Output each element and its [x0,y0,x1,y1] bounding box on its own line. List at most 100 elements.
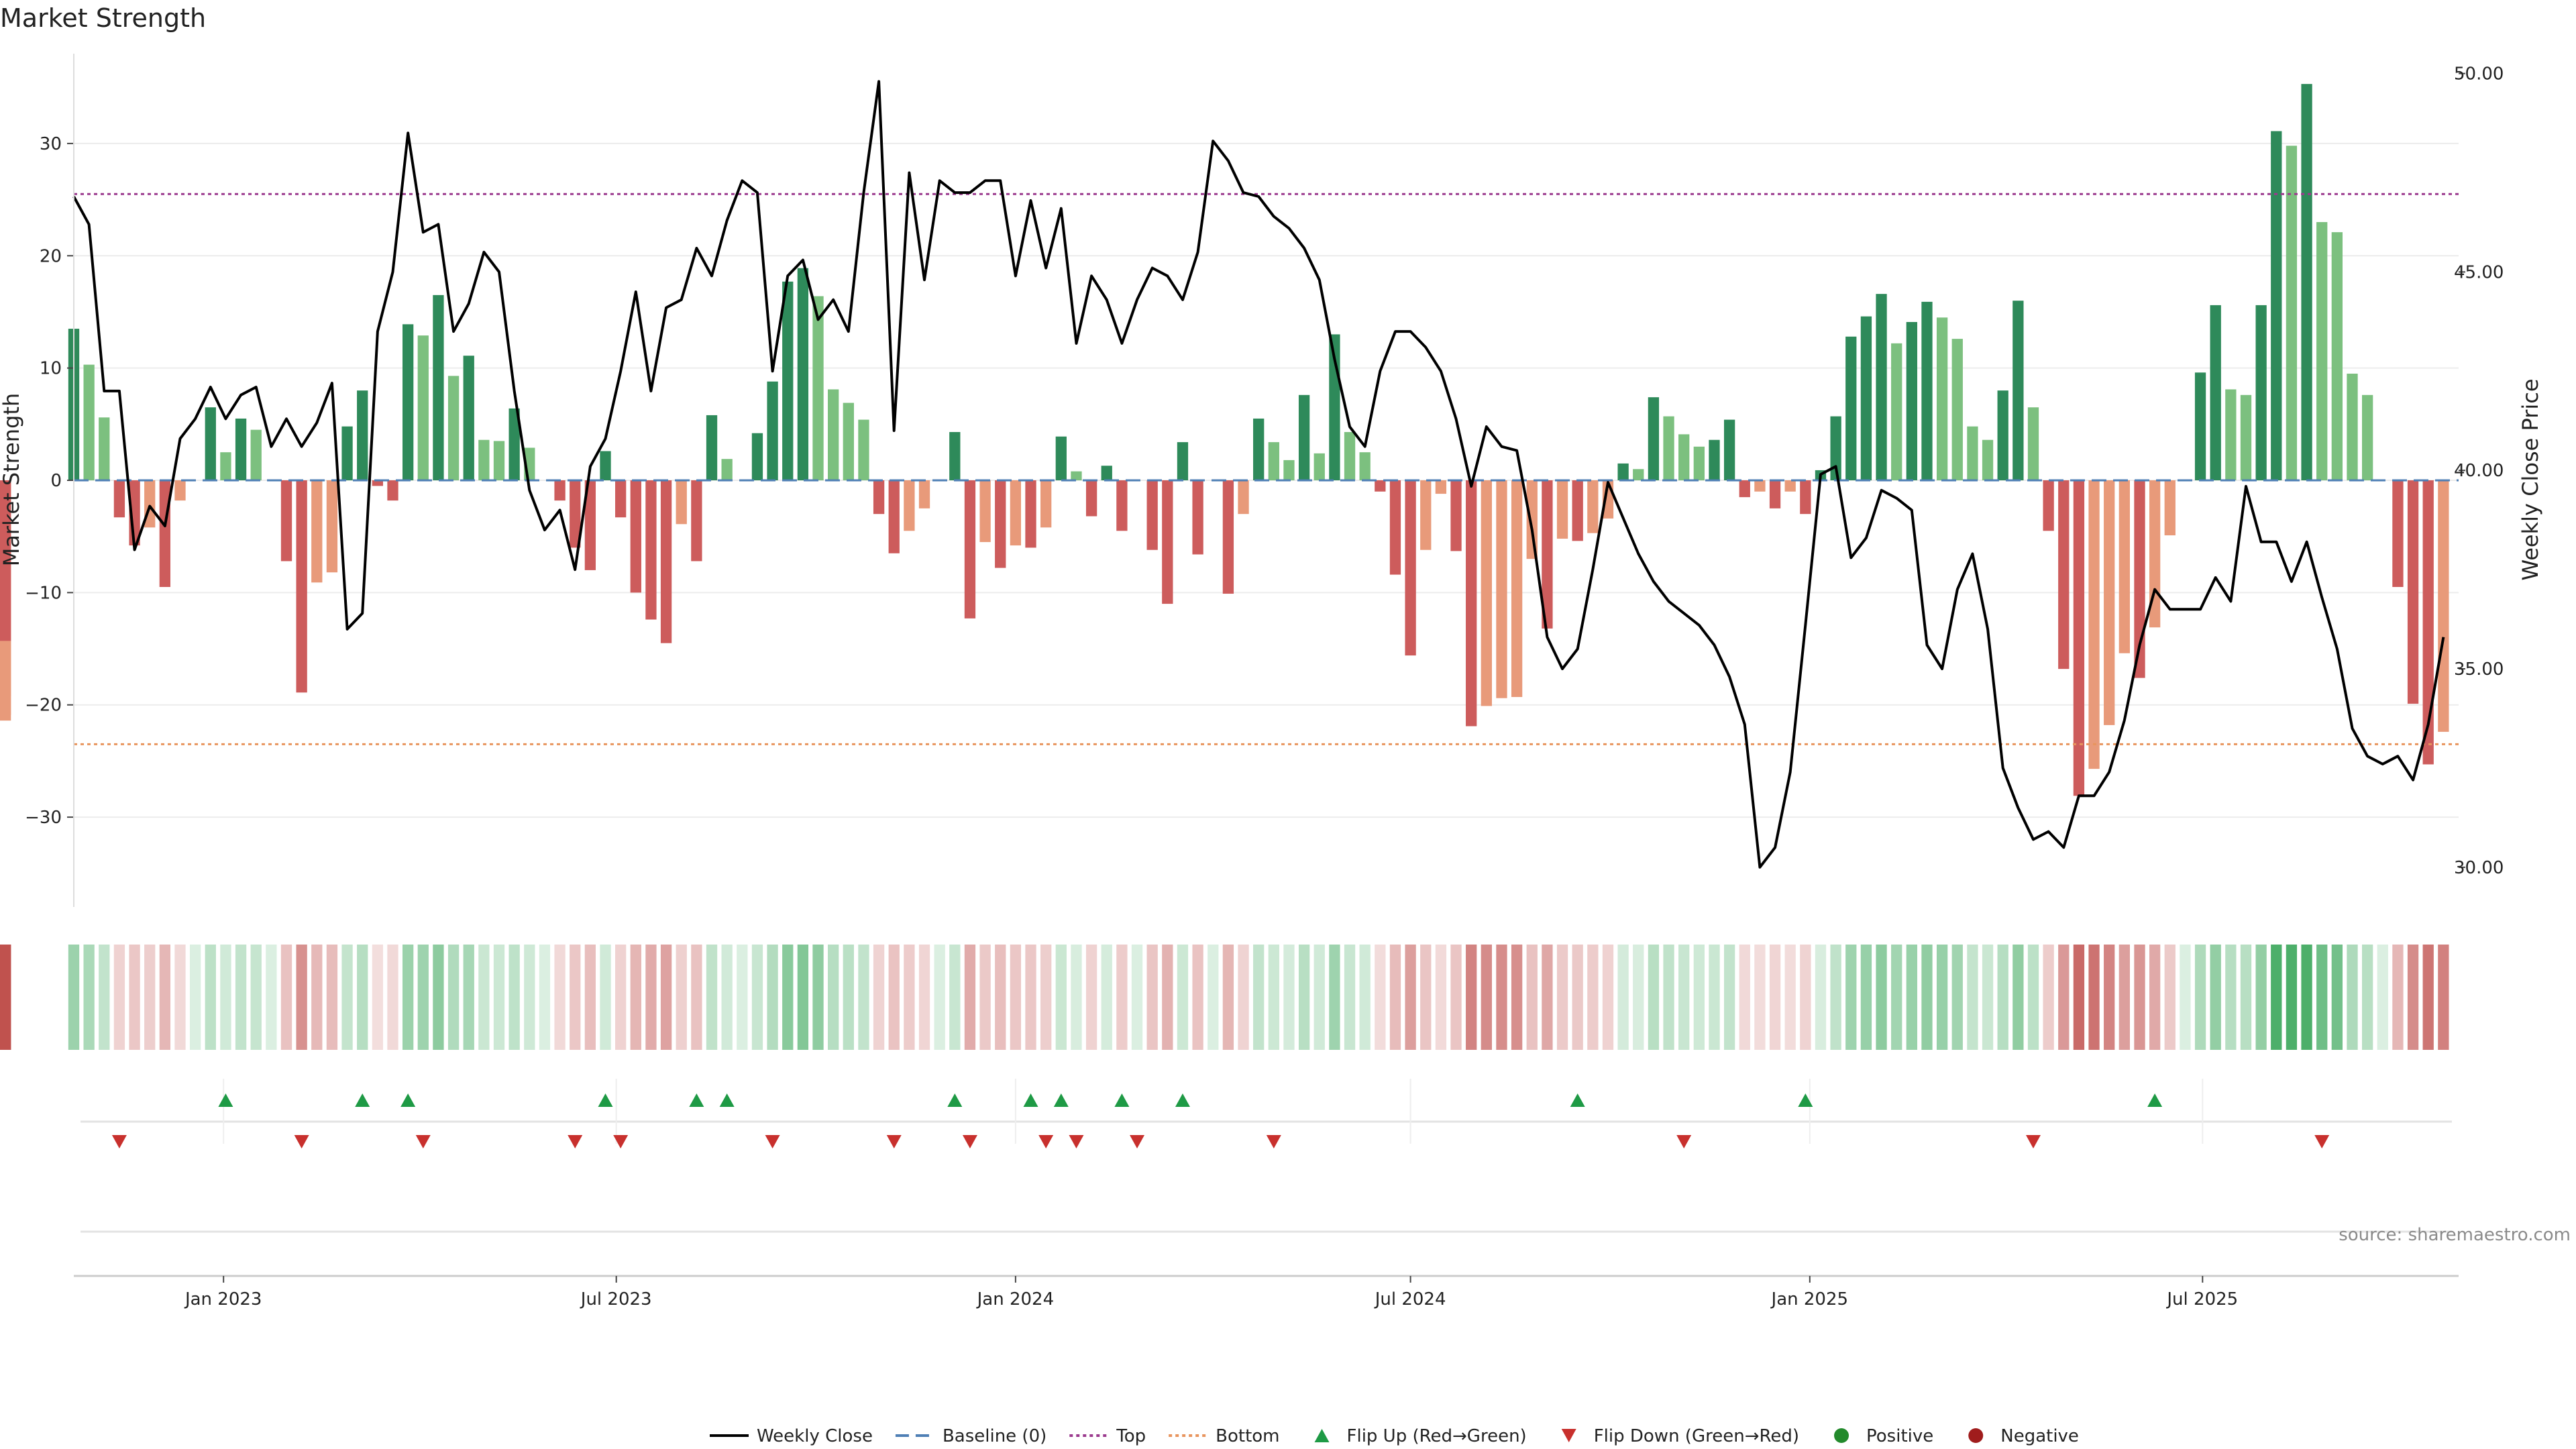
legend-label: Top [1116,1426,1146,1446]
strip-cell [2301,945,2312,1050]
strength-bar [1146,480,1158,550]
strip-cell [2043,945,2054,1050]
strength-bar [2073,480,2085,796]
strip-cell [1723,945,1735,1050]
flip-up-marker [719,1093,735,1107]
strength-bar [797,268,809,480]
flip-down-marker [1676,1135,1692,1148]
strength-bar [2271,131,2282,481]
strip-cell [433,945,444,1050]
strip-cell [858,945,869,1050]
strip-cell [1663,945,1674,1050]
strength-bar [2392,480,2404,587]
strength-bar [2027,407,2039,480]
strength-bar [2438,480,2449,732]
strength-bar [1496,480,1507,698]
strength-bar [2316,222,2328,480]
strip-cell [1298,945,1310,1050]
strength-bar [1283,460,1295,480]
strip-cell [1481,945,1492,1050]
strip-cell [266,945,277,1050]
strength-bar [2134,480,2145,678]
legend-label: Bottom [1216,1426,1279,1446]
chart-title: Market Strength [0,3,206,33]
strength-bar [721,459,733,480]
strength-bar [1678,434,1690,480]
strip-cell [280,945,292,1050]
strength-bar [1116,480,1128,531]
flip-down-marker [1266,1135,1281,1148]
strength-bar [1298,394,1310,480]
strip-cell [721,945,733,1050]
strength-bar [113,480,125,518]
strength-bar [1466,480,1477,727]
strip-cell [493,945,505,1050]
strength-bar [964,480,976,619]
legend-item: Flip Up (Red→Green) [1314,1426,1527,1446]
strip-cell [1587,945,1599,1050]
strength-bar [1693,446,1705,480]
strength-bar [1192,480,1203,555]
right-tick-label: 50.00 [2454,64,2504,85]
strength-bar [235,418,247,480]
flip-down-marker [568,1135,583,1148]
legend-item: Positive [1834,1426,1933,1446]
strip-cell [660,945,672,1050]
strip-cell [205,945,216,1050]
strength-bar [1526,480,1538,559]
legend-swatch [1314,1429,1330,1442]
strip-cell [524,945,535,1050]
flip-down-marker [886,1135,902,1148]
strength-bar [706,415,718,480]
strength-bar [873,480,885,515]
strip-cell [1208,945,1219,1050]
strength-bar [1663,416,1674,480]
strip-cell [2134,945,2145,1050]
left-tick-label: 10 [40,359,62,379]
strip-cell [250,945,262,1050]
x-tick-label: Jul 2023 [580,1289,652,1309]
strip-cell [1131,945,1143,1050]
strength-bar [584,480,596,570]
strip-cell [1891,945,1902,1050]
legend-item: Flip Down (Green→Red) [1561,1426,1799,1446]
flip-up-marker [1023,1093,1038,1107]
legend-item: Bottom [1169,1426,1280,1446]
strength-bar [1572,480,1583,541]
strip-cell [2438,945,2449,1050]
strip-cell [1739,945,1750,1050]
strength-bar [570,480,581,548]
strip-cell [1268,945,1279,1050]
strip-cell [1982,945,1994,1050]
right-tick-label: 35.00 [2454,659,2504,680]
strip-cell [2058,945,2070,1050]
strip-cell [630,945,641,1050]
strength-bar [1648,397,1660,480]
legend: Weekly Close Baseline (0) Top Bottom Flip Up… [710,1426,2079,1446]
flip-up-marker [689,1093,704,1107]
legend-label: Positive [1866,1426,1933,1446]
strip-cell [1511,945,1523,1050]
strip-cell [387,945,398,1050]
strength-bar [1375,480,1386,492]
left-tick-label: −30 [25,808,62,828]
strength-bar [1085,480,1097,517]
strength-bar [463,356,474,480]
strength-bar [1967,426,1978,480]
strength-bar [691,480,702,561]
strip-cell [1754,945,1766,1050]
strength-bar [296,480,307,693]
strength-bar [1860,316,1872,480]
strip-cell [508,945,520,1050]
right-tick-label: 40.00 [2454,461,2504,481]
strip-cell [2210,945,2221,1050]
legend-item: Negative [1968,1426,2079,1446]
strength-bar [979,480,991,543]
strip-cell [2255,945,2267,1050]
strip-cell [1192,945,1203,1050]
strip-cell [1313,945,1325,1050]
strength-bar [2407,480,2419,704]
strip-cell [1572,945,1583,1050]
flip-down-marker [294,1135,309,1148]
strip-cell [1526,945,1538,1050]
